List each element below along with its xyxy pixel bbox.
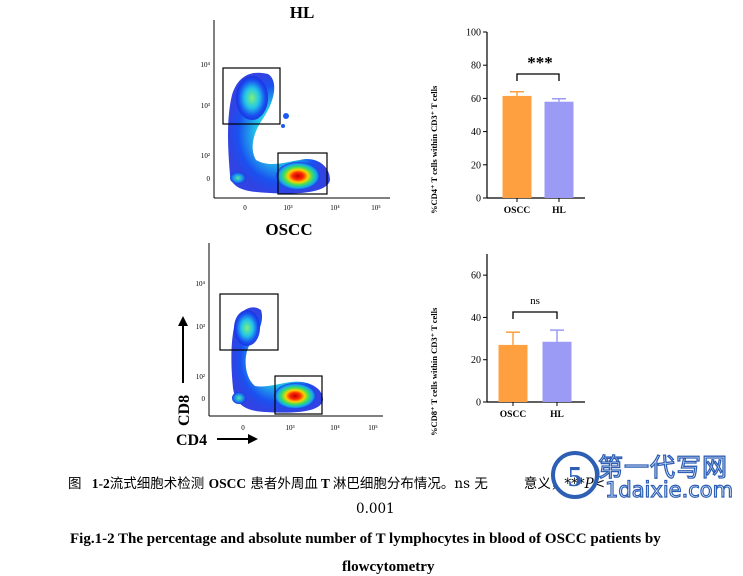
significance-bracket — [516, 73, 560, 81]
significance-label: ns — [530, 295, 540, 307]
hl-plot-title: HL — [290, 3, 315, 22]
x-tick-label: 0 — [241, 424, 245, 432]
watermark-cn: 第一代写网 — [597, 452, 729, 482]
x-tick-label: 0 — [243, 204, 247, 212]
y-tick-label: 60 — [471, 94, 481, 105]
y-tick-label: 40 — [471, 127, 481, 138]
caption-cn-oscc: OSCC — [208, 476, 247, 491]
x-tick-label: 10⁵ — [368, 424, 378, 432]
y-tick-label: 40 — [471, 313, 481, 324]
watermark-emblem: 5 — [551, 451, 600, 499]
y-tick-label: 10² — [196, 373, 205, 381]
caption-cn-number: 1-2 — [91, 476, 110, 491]
y-tick-label: 10⁴ — [201, 61, 211, 69]
caption-cn-lt: < — [593, 476, 605, 492]
x-tick-label: 10⁴ — [330, 424, 340, 432]
y-tick-label: 20 — [471, 355, 481, 366]
caption-cn-text: 流式细胞术检测 — [109, 476, 205, 492]
cd8-y-axis-label: %CD8⁺ T cells within CD3⁺ T cells — [429, 307, 439, 436]
caption-cn-line1: 图 1-2流式细胞术检测 OSCC 患者外周血 T 淋巴细胞分布情况。ns 无意义，… — [68, 472, 605, 492]
y-tick-label: 100 — [466, 28, 481, 39]
caption-en-line2: flowcytometry — [342, 559, 435, 575]
y-tick-label: 0 — [476, 194, 481, 205]
y-tick-label: 0 — [476, 398, 481, 409]
cd4-y-axis-label: %CD4⁺ T cells within CD3⁺ T cells — [429, 85, 439, 214]
y-tick-label: 0 — [207, 175, 211, 183]
caption-cn-line2: 0.001 — [356, 501, 395, 517]
cd4-bar-chart: %CD4⁺ T cells within CD3⁺ T cells 0 20 40 6… — [429, 28, 585, 216]
significance-label: *** — [527, 53, 553, 72]
caption-en-line1: Fig.1-2 The percentage and absolute numb… — [70, 531, 661, 547]
significance-bracket — [512, 311, 558, 319]
oscc-plot-title: OSCC — [265, 220, 312, 239]
hl-flow-plot: HL 10⁴ 10³ 10² 0 0 10³ 10⁴ 10⁵ — [201, 3, 390, 212]
caption-cn-p: P — [584, 476, 594, 492]
cd8-axis-label: CD8 — [176, 395, 193, 426]
caption-cn-text: 淋巴细胞分布情况。ns 无 — [332, 476, 488, 492]
bar-hl — [542, 341, 572, 402]
x-tick-label: OSCC — [500, 410, 527, 420]
bar-oscc — [498, 344, 528, 402]
y-tick-label: 10³ — [201, 102, 210, 110]
svg-text:5: 5 — [568, 462, 582, 493]
y-tick-label: 10² — [201, 152, 210, 160]
caption-cn-text: 患者外周血 — [250, 476, 318, 492]
y-tick-label: 60 — [471, 271, 481, 282]
y-tick-label: 20 — [471, 160, 481, 171]
y-tick-label: 10³ — [196, 323, 205, 331]
cd8-bar-chart: %CD8⁺ T cells within CD3⁺ T cells 0 20 40 6… — [429, 254, 585, 436]
bar-oscc — [502, 95, 532, 198]
watermark-logo: 5 第一代写网 1daixie.com — [548, 446, 738, 504]
x-tick-label: 10⁴ — [330, 204, 340, 212]
watermark-en: 1daixie.com — [604, 477, 734, 502]
bar-hl — [544, 101, 574, 198]
caption-cn-t: T — [320, 476, 330, 491]
x-tick-label: 10³ — [285, 424, 294, 432]
cd4-axis-label: CD4 — [176, 432, 207, 449]
y-tick-label: 80 — [471, 61, 481, 72]
x-tick-label: HL — [552, 206, 566, 216]
x-tick-label: 10⁵ — [371, 204, 381, 212]
y-tick-label: 0 — [202, 395, 206, 403]
oscc-flow-plot: OSCC 10⁴ 10³ 10² 0 0 10³ 10⁴ 10⁵ CD8 CD4 — [176, 220, 383, 449]
y-tick-label: 10⁴ — [196, 280, 206, 288]
x-tick-label: HL — [550, 410, 564, 420]
caption-cn-prefix: 图 — [68, 476, 82, 492]
x-tick-label: 10³ — [283, 204, 292, 212]
x-tick-label: OSCC — [504, 206, 531, 216]
